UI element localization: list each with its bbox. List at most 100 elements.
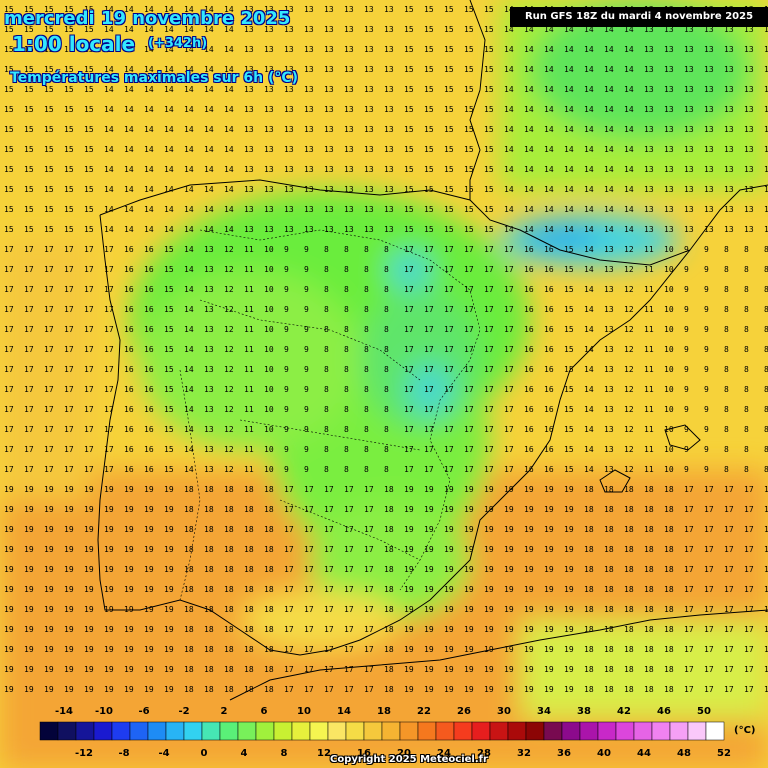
temperature-value: 18 (644, 625, 654, 634)
temperature-value: 9 (304, 385, 309, 394)
temperature-value: 15 (64, 165, 74, 174)
temperature-value: 17 (444, 305, 454, 314)
temperature-value: 13 (664, 145, 674, 154)
temperature-value: 17 (444, 245, 454, 254)
temperature-value: 11 (644, 325, 654, 334)
temperature-value: 18 (204, 625, 214, 634)
temperature-value: 15 (424, 65, 434, 74)
temperature-value: 18 (384, 665, 394, 674)
temperature-value: 14 (524, 165, 534, 174)
temperature-value: 13 (284, 185, 294, 194)
temperature-value: 19 (544, 645, 554, 654)
temperature-value: 18 (644, 605, 654, 614)
temperature-value: 18 (604, 625, 614, 634)
temperature-value: 19 (504, 565, 514, 574)
temperature-value: 11 (644, 385, 654, 394)
temperature-value: 19 (4, 545, 14, 554)
temperature-value: 15 (64, 145, 74, 154)
temperature-value: 14 (544, 185, 554, 194)
temperature-value: 13 (324, 85, 334, 94)
temperature-value: 18 (184, 565, 194, 574)
temperature-value: 14 (184, 345, 194, 354)
temperature-value: 18 (244, 665, 254, 674)
temperature-value: 14 (584, 65, 594, 74)
temperature-value: 14 (544, 65, 554, 74)
temperature-value: 19 (564, 585, 574, 594)
temperature-value: 13 (264, 165, 274, 174)
temperature-value: 13 (384, 165, 394, 174)
temperature-value: 14 (604, 25, 614, 34)
temperature-value: 15 (44, 85, 54, 94)
temperature-value: 17 (404, 365, 414, 374)
temperature-value: 17 (464, 405, 474, 414)
temperature-value: 19 (64, 685, 74, 694)
temperature-value: 8 (764, 345, 768, 354)
temperature-value: 8 (724, 425, 729, 434)
temperature-value: 13 (704, 25, 714, 34)
temperature-value: 17 (284, 585, 294, 594)
temperature-value: 13 (264, 225, 274, 234)
temperature-value: 17 (24, 285, 34, 294)
temperature-value: 19 (164, 685, 174, 694)
temperature-value: 14 (144, 225, 154, 234)
temperature-value: 13 (744, 165, 754, 174)
temperature-value: 15 (164, 305, 174, 314)
temperature-value: 17 (684, 565, 694, 574)
temperature-value: 8 (764, 385, 768, 394)
temperature-value: 10 (664, 245, 674, 254)
temperature-value: 19 (44, 685, 54, 694)
temperature-value: 13 (764, 225, 768, 234)
temperature-value: 10 (264, 405, 274, 414)
temperature-value: 14 (584, 25, 594, 34)
temperature-value: 10 (264, 245, 274, 254)
temperature-value: 19 (84, 545, 94, 554)
temperature-value: 17 (744, 625, 754, 634)
temperature-value: 18 (244, 505, 254, 514)
temperature-value: 13 (244, 205, 254, 214)
temperature-value: 19 (404, 665, 414, 674)
temperature-value: 17 (424, 365, 434, 374)
temperature-value: 19 (424, 645, 434, 654)
temperature-value: 13 (284, 165, 294, 174)
temperature-value: 11 (244, 425, 254, 434)
temperature-value: 17 (724, 665, 734, 674)
temperature-value: 13 (244, 25, 254, 34)
temperature-value: 13 (204, 285, 214, 294)
temperature-value: 18 (584, 525, 594, 534)
temperature-value: 18 (604, 685, 614, 694)
temperature-value: 12 (224, 305, 234, 314)
temperature-value: 16 (544, 465, 554, 474)
temperature-value: 13 (724, 125, 734, 134)
temperature-value: 17 (464, 245, 474, 254)
temperature-value: 15 (424, 185, 434, 194)
temperature-value: 15 (484, 165, 494, 174)
temperature-value: 14 (184, 425, 194, 434)
temperature-value: 18 (664, 525, 674, 534)
temperature-value: 11 (244, 365, 254, 374)
temperature-value: 18 (604, 505, 614, 514)
temperature-value: 15 (4, 145, 14, 154)
temperature-value: 15 (564, 385, 574, 394)
temperature-value: 18 (384, 585, 394, 594)
temperature-value: 17 (464, 445, 474, 454)
temperature-value: 18 (264, 505, 274, 514)
temperature-value: 19 (404, 685, 414, 694)
temperature-value: 17 (324, 605, 334, 614)
temperature-value: 8 (764, 265, 768, 274)
temperature-value: 15 (64, 85, 74, 94)
temperature-value: 17 (284, 665, 294, 674)
temperature-value: 8 (324, 265, 329, 274)
temperature-value: 14 (104, 65, 114, 74)
temperature-value: 19 (524, 545, 534, 554)
temperature-value: 15 (564, 465, 574, 474)
map-variable-title: Températures maximales sur 6h (°C) (10, 70, 299, 86)
temperature-value: 15 (464, 145, 474, 154)
temperature-value: 19 (124, 485, 134, 494)
temperature-value: 17 (724, 625, 734, 634)
temperature-value: 15 (24, 225, 34, 234)
temperature-value: 16 (544, 265, 554, 274)
temperature-value: 8 (384, 405, 389, 414)
temperature-value: 13 (724, 45, 734, 54)
temperature-value: 19 (164, 605, 174, 614)
temperature-value: 11 (644, 425, 654, 434)
